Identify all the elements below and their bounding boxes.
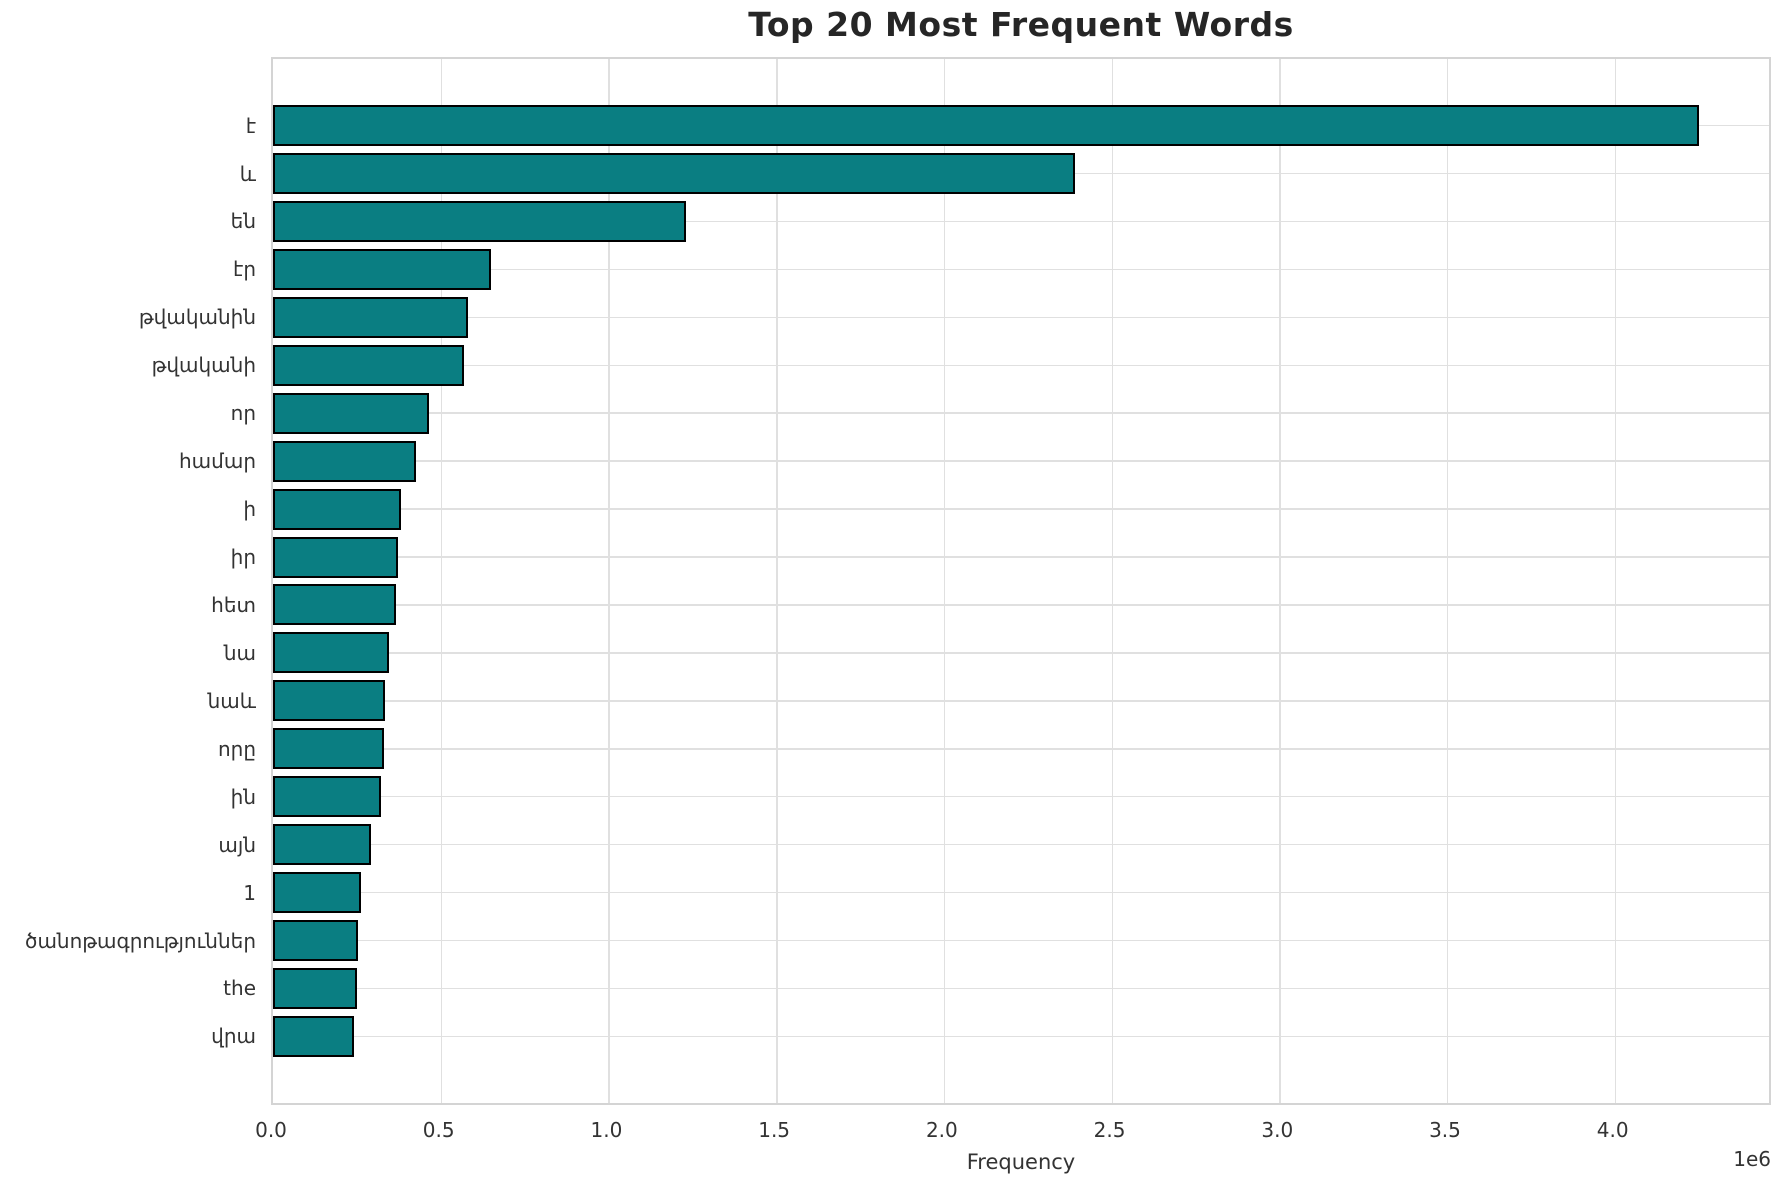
- gridline-horizontal: [273, 652, 1769, 654]
- x-tick-label: 2.5: [1093, 1118, 1126, 1142]
- gridline-horizontal: [273, 412, 1769, 414]
- gridline-horizontal: [273, 700, 1769, 702]
- gridline-horizontal: [273, 364, 1769, 367]
- x-tick-label: 0.0: [255, 1118, 287, 1142]
- chart-title: Top 20 Most Frequent Words: [748, 5, 1294, 44]
- bar: [273, 296, 468, 338]
- y-tick-label: էր: [233, 257, 256, 282]
- gridline-vertical: [943, 59, 946, 1103]
- y-tick-label: են: [230, 209, 256, 234]
- bar: [273, 105, 1699, 147]
- gridline-horizontal: [273, 987, 1769, 990]
- gridline-horizontal: [273, 460, 1769, 462]
- gridline-horizontal: [273, 556, 1769, 558]
- gridline-vertical: [1614, 59, 1617, 1103]
- y-tick-label: վրա: [211, 1024, 256, 1049]
- bar: [273, 872, 361, 914]
- y-tick-label: 1: [243, 880, 256, 905]
- gridline-vertical: [1446, 59, 1449, 1103]
- bar: [273, 584, 396, 626]
- bar: [273, 728, 385, 770]
- x-tick-label: 0.5: [422, 1118, 455, 1142]
- y-tick-label: ի: [243, 497, 256, 522]
- gridline-horizontal: [273, 220, 1769, 223]
- gridline-vertical: [608, 59, 610, 1103]
- gridline-horizontal: [273, 1035, 1769, 1038]
- gridline-horizontal: [273, 795, 1769, 798]
- x-tick-label: 1.5: [758, 1118, 791, 1142]
- x-axis-tick-labels: 0.0 0.5 1.0 1.5 2.0 2.5 3.0 3.5 4.0: [255, 1118, 1771, 1147]
- y-tick-label: այն: [218, 832, 256, 857]
- y-tick-label: որ: [230, 401, 256, 426]
- gridline-vertical: [776, 59, 778, 1103]
- gridline-horizontal: [273, 843, 1769, 846]
- x-tick-label: 1.0: [590, 1118, 623, 1142]
- gridline-horizontal: [273, 604, 1769, 606]
- x-tick-label: 2.0: [925, 1118, 958, 1142]
- y-tick-label: իր: [230, 545, 256, 570]
- gridline-horizontal: [273, 316, 1769, 319]
- bar: [273, 536, 398, 578]
- bar: [273, 967, 358, 1009]
- y-tick-label: որը: [217, 736, 256, 761]
- bar: [273, 488, 401, 530]
- bar: [273, 344, 464, 386]
- y-tick-label: համար: [179, 449, 256, 474]
- y-tick-label: ծանոթագրություններ: [25, 928, 256, 953]
- y-tick-label: և: [239, 161, 256, 186]
- gridline-vertical: [1111, 59, 1114, 1103]
- gridline-horizontal: [273, 748, 1769, 750]
- bar: [273, 440, 416, 482]
- bar: [273, 824, 371, 866]
- y-tick-label: the: [223, 976, 256, 1001]
- plot-area: [271, 57, 1771, 1105]
- gridline-horizontal: [273, 268, 1769, 271]
- bar: [273, 200, 686, 242]
- y-tick-label: ին: [230, 784, 256, 809]
- gridline-vertical: [1279, 59, 1281, 1103]
- y-axis-tick-labels: է և են էր թվականին թվականի որ համար ի իր հետ նա նաև ո…: [0, 57, 256, 1105]
- y-tick-label: հետ: [211, 592, 256, 617]
- gridline-horizontal: [273, 891, 1769, 894]
- bar: [273, 680, 386, 722]
- gridline-horizontal: [273, 939, 1769, 942]
- y-tick-label: է: [245, 113, 256, 138]
- bar: [273, 1015, 354, 1057]
- axis-offset-text: 1e6: [1733, 1147, 1771, 1171]
- gridline-horizontal: [273, 508, 1769, 510]
- gridline-vertical: [440, 59, 443, 1103]
- x-tick-label: 3.5: [1429, 1118, 1461, 1142]
- y-tick-label: թվականին: [138, 305, 256, 330]
- bar: [273, 920, 358, 961]
- x-tick-label: 4.0: [1596, 1118, 1629, 1142]
- bar: [273, 776, 381, 818]
- y-tick-label: նա: [223, 640, 256, 665]
- y-tick-label: նաև: [207, 688, 256, 713]
- x-tick-label: 3.0: [1261, 1118, 1294, 1142]
- bar: [273, 392, 429, 434]
- x-axis-label: Frequency: [966, 1150, 1076, 1174]
- y-tick-label: թվականի: [151, 353, 256, 378]
- bar: [273, 248, 492, 290]
- bar: [273, 632, 389, 674]
- bar: [273, 153, 1075, 195]
